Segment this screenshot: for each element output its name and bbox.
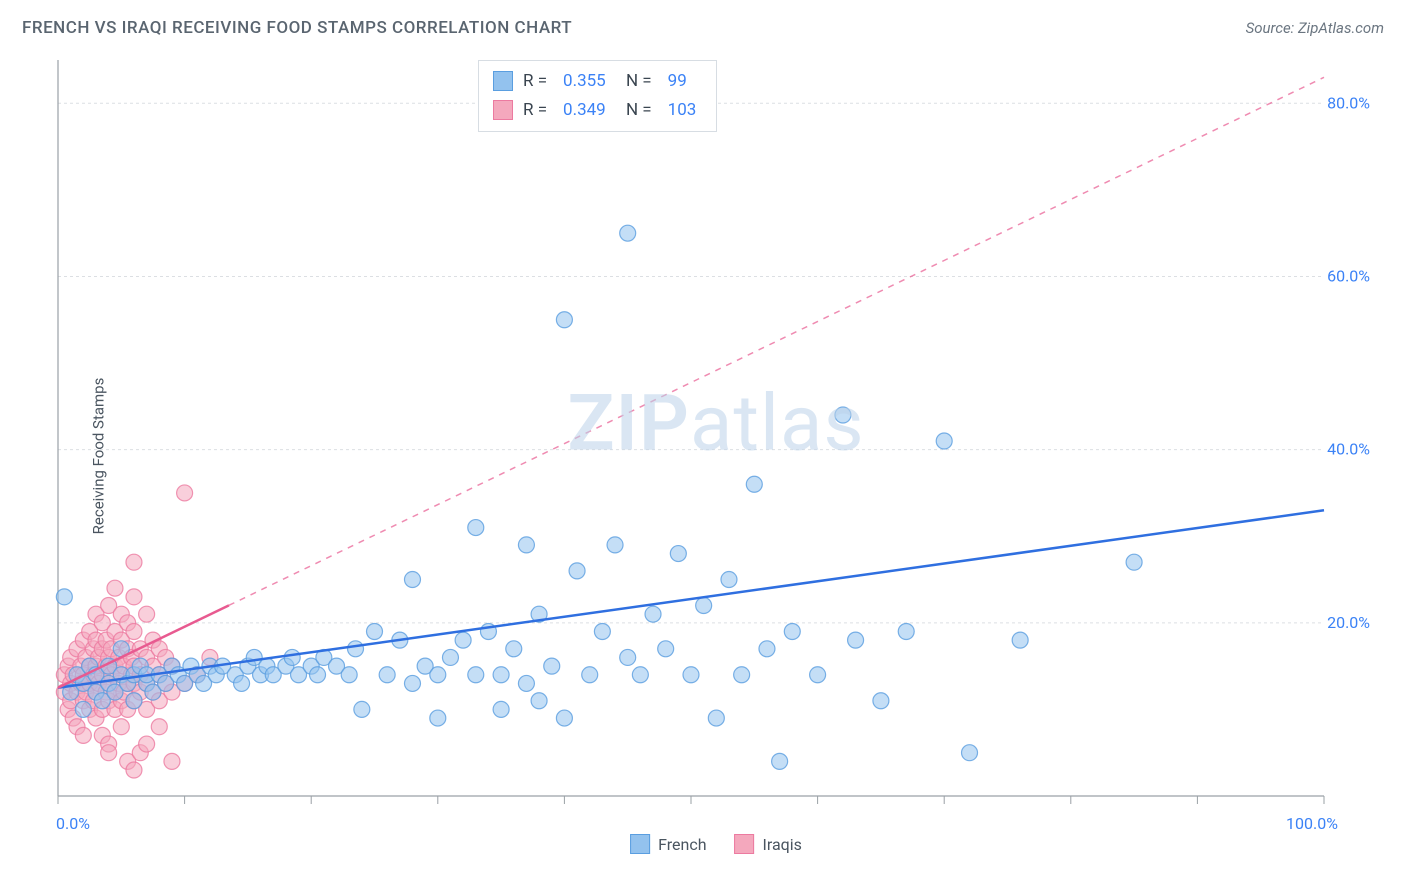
chart-area: Receiving Food Stamps 20.0%40.0%60.0%80.… (48, 56, 1384, 856)
svg-text:40.0%: 40.0% (1327, 440, 1370, 459)
legend-item-french: French (630, 834, 706, 854)
n-value-iraqis: 103 (668, 96, 697, 125)
x-axis-end-label: 100.0% (1286, 814, 1338, 833)
stats-row-french: R =0.355 N =99 (493, 67, 702, 96)
legend-label-french: French (658, 835, 706, 854)
svg-text:80.0%: 80.0% (1327, 93, 1370, 112)
swatch-french (493, 71, 513, 91)
n-value-french: 99 (668, 67, 687, 96)
r-value-french: 0.355 (563, 67, 606, 96)
stats-row-iraqis: R =0.349 N =103 (493, 96, 702, 125)
legend-label-iraqis: Iraqis (763, 835, 802, 854)
svg-text:60.0%: 60.0% (1327, 266, 1370, 285)
stats-legend: R =0.355 N =99 R =0.349 N =103 (478, 60, 717, 132)
chart-header: FRENCH VS IRAQI RECEIVING FOOD STAMPS CO… (0, 0, 1406, 48)
svg-text:20.0%: 20.0% (1327, 613, 1370, 632)
chart-title: FRENCH VS IRAQI RECEIVING FOOD STAMPS CO… (22, 18, 572, 38)
chart-source: Source: ZipAtlas.com (1246, 19, 1384, 37)
scatter-plot: 20.0% 40.0% 60.0% 80.0% (48, 56, 1384, 856)
legend-item-iraqis: Iraqis (735, 834, 802, 854)
swatch-iraqis (493, 100, 513, 120)
bottom-legend: French Iraqis (630, 834, 802, 854)
legend-swatch-iraqis (735, 834, 755, 854)
r-value-iraqis: 0.349 (563, 96, 606, 125)
x-axis-start-label: 0.0% (56, 814, 90, 833)
legend-swatch-french (630, 834, 650, 854)
